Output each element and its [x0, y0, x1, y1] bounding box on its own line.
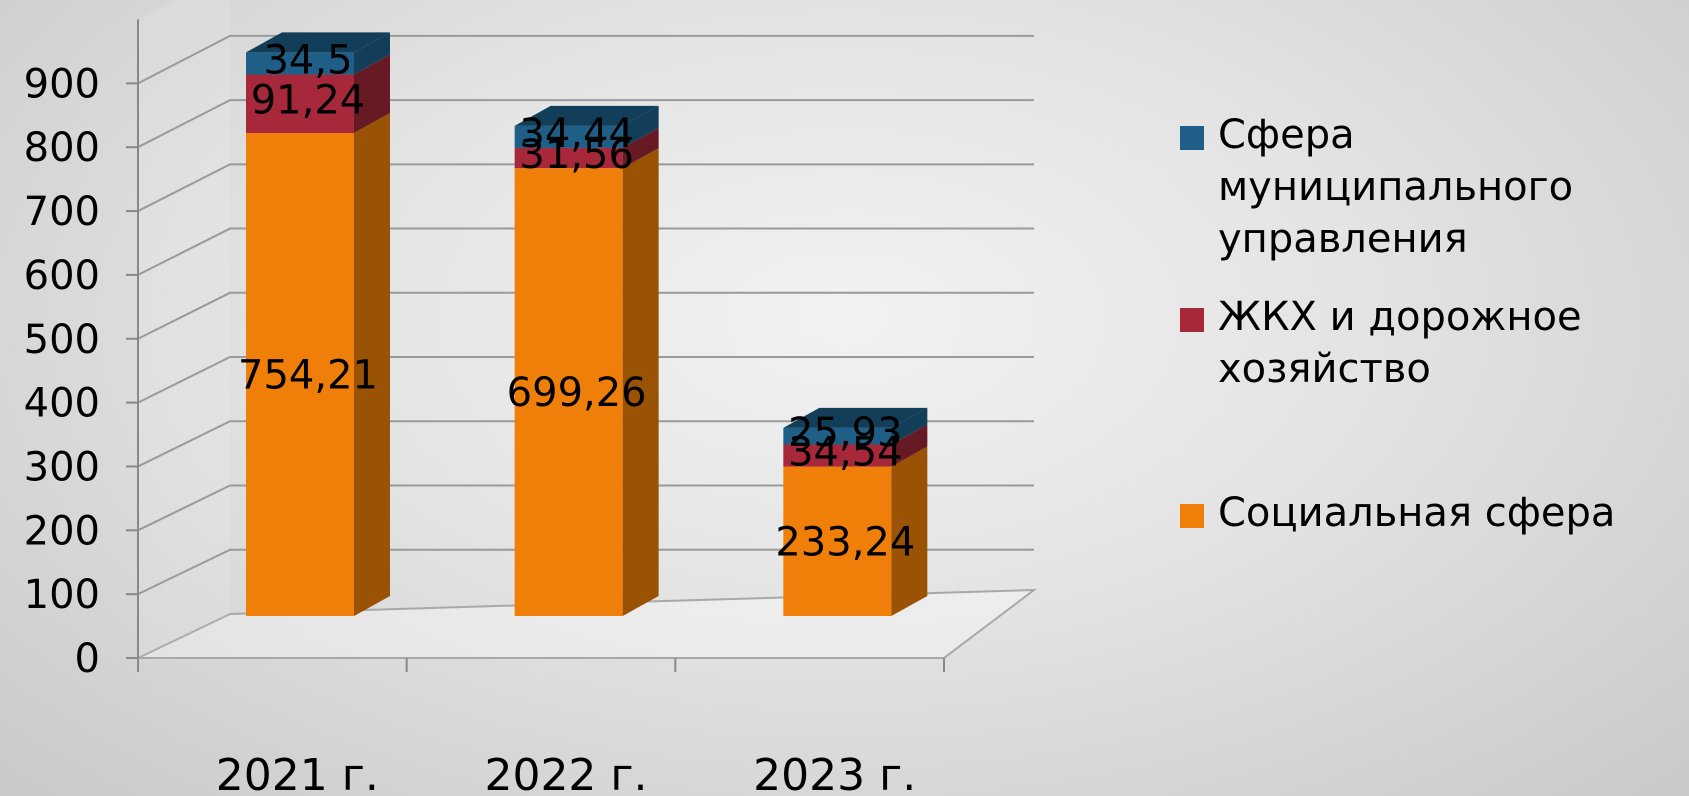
legend-label: ЖКХ и дорожное	[1218, 294, 1582, 340]
legend-label: хозяйство	[1218, 346, 1431, 392]
y-tick-label: 700	[24, 189, 100, 235]
y-tick-label: 400	[24, 381, 100, 427]
data-label: 34,5	[263, 37, 352, 83]
data-label: 754,21	[238, 352, 378, 398]
data-label: 233,24	[775, 519, 915, 565]
legend-label: управления	[1218, 216, 1468, 262]
y-tick-label: 0	[75, 636, 100, 682]
x-tick-label: 2023 г.	[753, 750, 916, 796]
data-label: 25,93	[788, 410, 903, 456]
legend-label: Социальная сфера	[1218, 490, 1615, 536]
legend-swatch	[1180, 504, 1204, 528]
legend-label: муниципального	[1218, 164, 1573, 210]
legend: Сфера муниципального управления ЖКХ и дорож…	[1180, 112, 1615, 536]
y-tick-label: 300	[24, 444, 100, 490]
data-label: 34,44	[519, 111, 634, 157]
y-tick-label: 200	[24, 508, 100, 554]
y-tick-label: 100	[24, 572, 100, 618]
bar-stack	[515, 106, 659, 616]
y-tick-label: 800	[24, 125, 100, 171]
y-tick-label: 500	[24, 317, 100, 363]
chart-side-wall	[138, 0, 230, 658]
x-axis-tick-labels: 2021 г. 2022 г. 2023 г.	[138, 658, 944, 796]
legend-label: Сфера	[1218, 112, 1355, 158]
legend-swatch	[1180, 308, 1204, 332]
y-tick-label: 900	[24, 61, 100, 107]
x-tick-label: 2022 г.	[484, 750, 647, 796]
data-label: 699,26	[507, 370, 647, 416]
data-label: 91,24	[251, 78, 366, 124]
legend-swatch	[1180, 126, 1204, 150]
y-tick-label: 600	[24, 253, 100, 299]
y-axis-tick-labels: 0 100 200 300 400 500 600 700 800 900	[24, 61, 100, 682]
x-tick-label: 2021 г.	[216, 750, 379, 796]
